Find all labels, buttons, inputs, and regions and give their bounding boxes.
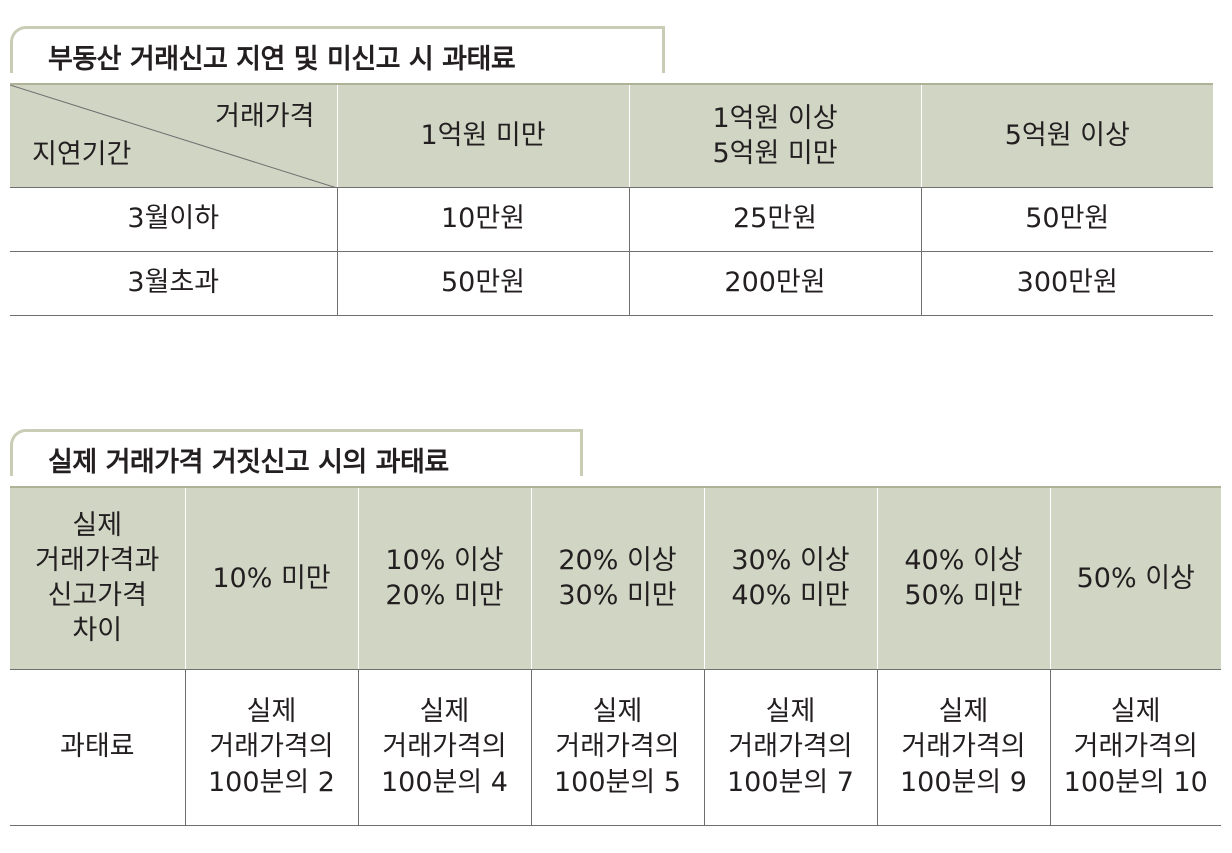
table1-col-header: 1억원 이상 5억원 미만: [628, 84, 921, 188]
false-report-fine-table: 실제 거래가격과 신고가격 차이 10% 미만 10% 이상 20% 미만 20…: [10, 486, 1221, 826]
table-cell: 실제 거래가격의 100분의 5: [530, 669, 704, 826]
table2-col-header: 20% 이상 30% 미만: [530, 487, 704, 670]
cell-line: 실제: [765, 696, 816, 728]
cell-line: 100분의 7: [727, 766, 854, 798]
table-cell: 200만원: [628, 251, 921, 316]
table2-col-header: 50% 이상: [1049, 487, 1221, 670]
table1-title: 부동산 거래신고 지연 및 미신고 시 과태료: [48, 44, 516, 75]
cell-line: 실제: [419, 696, 470, 728]
col-header-line2: 20% 미만: [385, 580, 504, 612]
table1-col-header: 1억원 미만: [336, 84, 629, 188]
table1-corner-header: 거래가격 지연기간: [10, 84, 337, 188]
table-row: 3월초과 50만원 200만원 300만원: [10, 251, 1213, 316]
col-header-line1: 1억원 미만: [420, 120, 546, 152]
table2-col-header: 10% 이상 20% 미만: [357, 487, 531, 670]
cell-line: 거래가격의: [382, 731, 507, 763]
cell-line: 실제: [246, 696, 297, 728]
table-row: 3월이하 10만원 25만원 50만원: [10, 187, 1213, 252]
corner-line: 거래가격과: [35, 545, 160, 577]
table-cell: 실제 거래가격의 100분의 4: [357, 669, 531, 826]
col-header-line1: 20% 이상: [558, 545, 677, 577]
table-cell: 실제 거래가격의 100분의 2: [184, 669, 358, 826]
cell-line: 거래가격의: [555, 731, 680, 763]
table-cell: 10만원: [336, 187, 629, 252]
cell-line: 실제: [938, 696, 989, 728]
col-header-line1: 10% 미만: [212, 562, 331, 594]
col-header-line1: 10% 이상: [385, 545, 504, 577]
table-row: 과태료 실제 거래가격의 100분의 2 실제 거래가격의 100분의 4 실제…: [10, 669, 1221, 826]
table-cell: 25만원: [628, 187, 921, 252]
table-cell: 실제 거래가격의 100분의 10: [1049, 669, 1221, 826]
cell-line: 거래가격의: [901, 731, 1026, 763]
cell-line: 100분의 9: [900, 766, 1027, 798]
table-cell: 50만원: [336, 251, 629, 316]
table-cell: 실제 거래가격의 100분의 9: [876, 669, 1050, 826]
cell-line: 거래가격의: [1073, 731, 1198, 763]
table2-corner-header: 실제 거래가격과 신고가격 차이: [10, 487, 185, 670]
cell-line: 100분의 10: [1063, 766, 1208, 798]
col-header-line1: 30% 이상: [731, 545, 850, 577]
table2-col-header: 40% 이상 50% 미만: [876, 487, 1050, 670]
cell-line: 거래가격의: [209, 731, 334, 763]
corner-line: 차이: [72, 615, 123, 647]
row-label: 과태료: [10, 669, 185, 826]
cell-line: 실제: [592, 696, 643, 728]
table1-title-tab: [10, 26, 665, 73]
corner-label-delay: 지연기간: [32, 139, 132, 171]
col-header-line1: 5억원 이상: [1004, 120, 1130, 152]
row-label: 3월이하: [10, 187, 337, 252]
col-header-line2: 30% 미만: [558, 580, 677, 612]
col-header-line1: 40% 이상: [904, 545, 1023, 577]
corner-line: 실제: [72, 510, 123, 542]
col-header-line1: 1억원 이상: [712, 102, 838, 134]
table2-title-tab: [10, 429, 583, 476]
cell-line: 100분의 4: [381, 766, 508, 798]
cell-line: 실제: [1110, 696, 1161, 728]
corner-line: 신고가격: [47, 580, 147, 612]
table1-col-header: 5억원 이상: [920, 84, 1213, 188]
col-header-line2: 5억원 미만: [712, 137, 838, 169]
cell-line: 100분의 5: [554, 766, 681, 798]
diagonal-divider: [10, 85, 337, 188]
table2-title: 실제 거래가격 거짓신고 시의 과태료: [48, 447, 449, 478]
table-cell: 50만원: [920, 187, 1213, 252]
late-report-fine-table: 거래가격 지연기간 1억원 미만 1억원 이상 5억원 미만 5억원 이상 3월…: [10, 83, 1213, 316]
table-cell: 300만원: [920, 251, 1213, 316]
table2-col-header: 10% 미만: [184, 487, 358, 670]
col-header-line2: 40% 미만: [731, 580, 850, 612]
cell-line: 100분의 2: [208, 766, 335, 798]
table2-col-header: 30% 이상 40% 미만: [703, 487, 877, 670]
col-header-line2: 50% 미만: [904, 580, 1023, 612]
table-cell: 실제 거래가격의 100분의 7: [703, 669, 877, 826]
col-header-line1: 50% 이상: [1076, 562, 1195, 594]
cell-line: 거래가격의: [728, 731, 853, 763]
corner-label-price: 거래가격: [215, 101, 315, 132]
row-label: 3월초과: [10, 251, 337, 316]
